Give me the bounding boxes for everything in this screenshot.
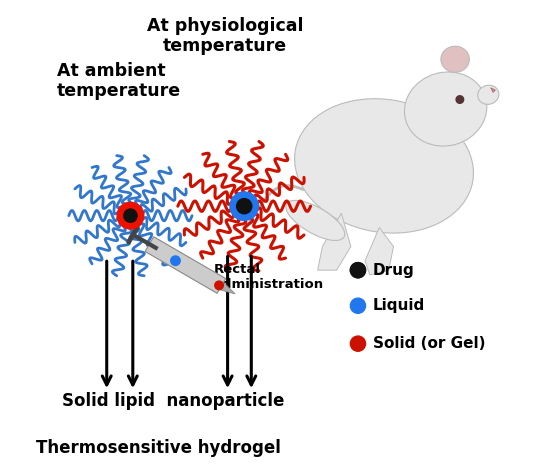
- Polygon shape: [145, 237, 226, 293]
- Circle shape: [350, 263, 366, 278]
- Text: At ambient
temperature: At ambient temperature: [57, 62, 181, 100]
- Ellipse shape: [286, 201, 345, 240]
- Circle shape: [170, 256, 180, 265]
- Circle shape: [456, 96, 464, 103]
- Polygon shape: [365, 228, 393, 275]
- Circle shape: [350, 336, 366, 351]
- Text: Solid (or Gel): Solid (or Gel): [373, 336, 486, 351]
- Text: Drug: Drug: [373, 263, 415, 278]
- Ellipse shape: [295, 99, 474, 233]
- Ellipse shape: [441, 46, 469, 73]
- Text: At physiological
temperature: At physiological temperature: [147, 17, 304, 55]
- Circle shape: [117, 202, 144, 229]
- Circle shape: [124, 209, 137, 222]
- Text: Rectal
administration: Rectal administration: [213, 263, 323, 292]
- Circle shape: [215, 281, 223, 290]
- Polygon shape: [318, 213, 351, 270]
- Circle shape: [350, 263, 366, 278]
- Ellipse shape: [404, 72, 487, 146]
- Polygon shape: [491, 88, 496, 92]
- Polygon shape: [219, 282, 235, 294]
- Circle shape: [230, 192, 258, 220]
- Circle shape: [350, 298, 366, 313]
- Text: Solid lipid  nanoparticle: Solid lipid nanoparticle: [62, 392, 284, 410]
- Ellipse shape: [478, 85, 499, 104]
- Circle shape: [236, 199, 252, 214]
- Text: Liquid: Liquid: [373, 298, 425, 313]
- Text: Thermosensitive hydrogel: Thermosensitive hydrogel: [36, 439, 281, 457]
